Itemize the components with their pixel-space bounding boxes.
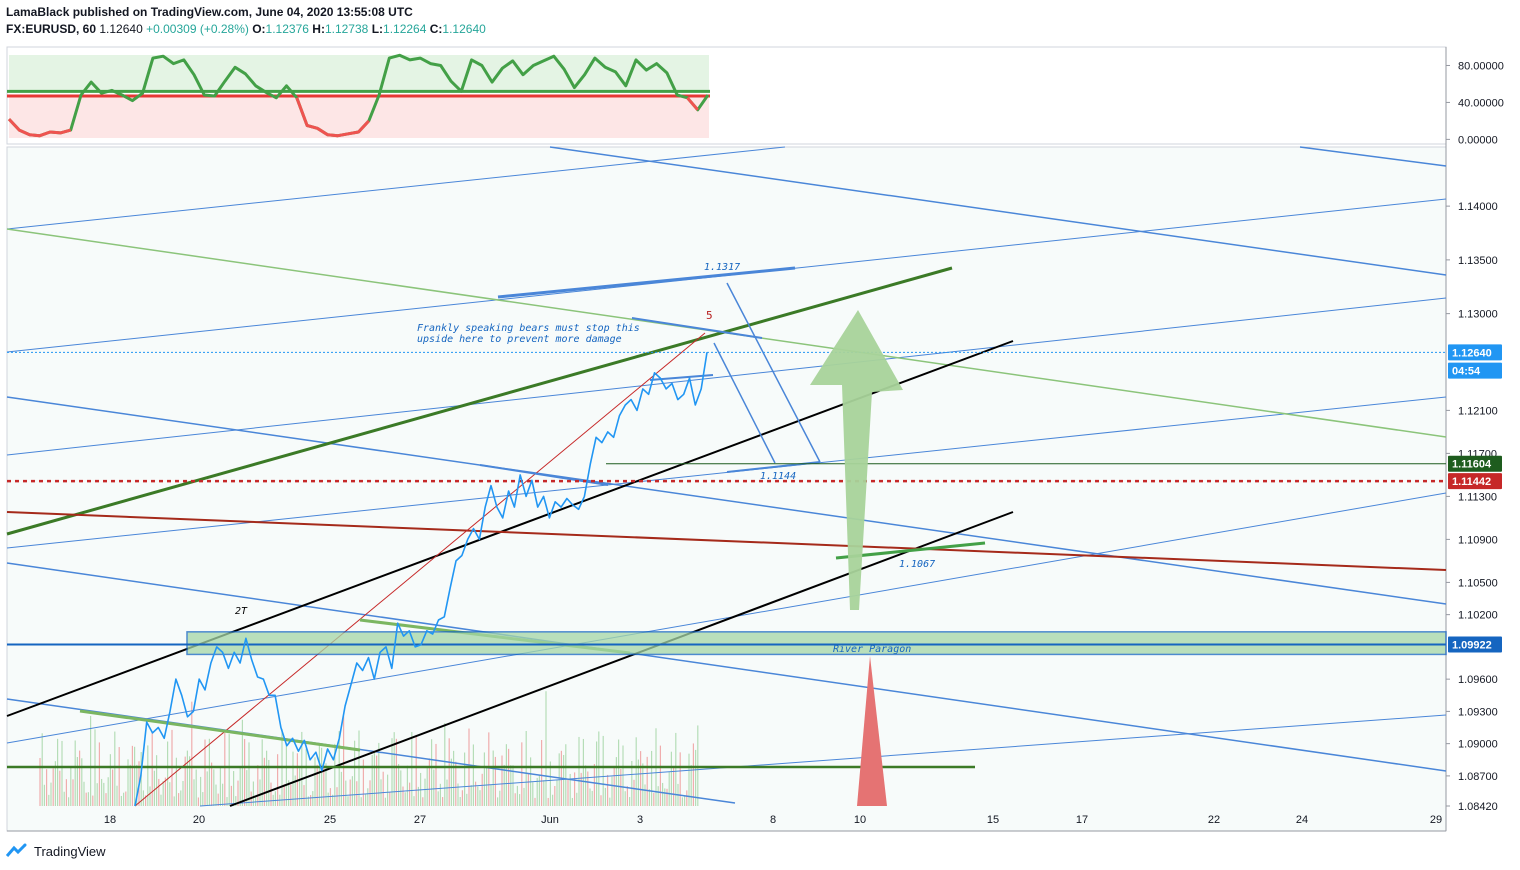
price-tick-label: 1.13000 bbox=[1458, 309, 1498, 321]
trend-line bbox=[6, 266, 953, 536]
high-value: 1.12738 bbox=[324, 22, 369, 36]
annotation-text: Frankly speaking bears must stop this bbox=[417, 323, 640, 334]
price-pane bbox=[6, 146, 1447, 832]
price-line bbox=[134, 352, 708, 807]
low-label: L: bbox=[371, 22, 384, 36]
time-tick-label: 15 bbox=[987, 814, 999, 826]
price-tick-label: 1.09300 bbox=[1458, 706, 1498, 718]
trend-line bbox=[549, 146, 1447, 276]
footer-brand: TradingView bbox=[34, 843, 106, 859]
price-label-text: 1.12640 bbox=[1452, 347, 1492, 359]
trend-line bbox=[6, 511, 1447, 571]
price-label-box bbox=[1448, 455, 1502, 472]
price-tick-label: 1.10500 bbox=[1458, 577, 1498, 589]
price-tick-label: 1.08700 bbox=[1458, 771, 1498, 783]
bullish-arrow bbox=[810, 310, 903, 610]
indicator-tick-label: 80.00000 bbox=[1458, 60, 1504, 72]
time-tick-label: 20 bbox=[193, 814, 205, 826]
price-chart[interactable]: 80.00000 40.00000 0.00000 1.14000 1.13500 1.1… bbox=[0, 0, 1520, 840]
annotation-text: 1.1317 bbox=[704, 262, 740, 273]
open-label: O: bbox=[252, 22, 266, 36]
annotation-text: upside here to prevent more damage bbox=[417, 334, 622, 345]
time-tick-label: 27 bbox=[414, 814, 426, 826]
annotation-text: River Paragon bbox=[833, 644, 911, 655]
trend-line bbox=[6, 562, 1447, 772]
price-tick-label: 1.13500 bbox=[1458, 255, 1498, 267]
indicator-tick-label: 0.00000 bbox=[1458, 134, 1498, 146]
time-tick-label: 17 bbox=[1076, 814, 1088, 826]
support-zone bbox=[186, 631, 1447, 656]
price-label-box bbox=[1448, 344, 1502, 361]
price-label-box bbox=[1448, 636, 1502, 653]
time-tick-label: 8 bbox=[770, 814, 776, 826]
trend-line bbox=[6, 396, 1447, 605]
published-info: LamaBlack published on TradingView.com, … bbox=[6, 5, 413, 19]
price-tick-label: 1.09000 bbox=[1458, 739, 1498, 751]
price-tick-label: 1.14000 bbox=[1458, 201, 1498, 213]
close-label: C: bbox=[429, 22, 443, 36]
trend-line bbox=[631, 317, 763, 339]
symbol-name: FX:EURUSD, 60 bbox=[6, 22, 97, 36]
trend-line bbox=[497, 266, 796, 299]
footer: TradingView bbox=[6, 843, 106, 859]
price-tick-label: 1.11300 bbox=[1458, 491, 1497, 503]
symbol-legend: FX:EURUSD, 60 1.12640 +0.00309 (+0.28%) … bbox=[6, 22, 486, 36]
trend-line bbox=[79, 709, 361, 752]
trend-line bbox=[199, 714, 1447, 807]
trend-line bbox=[713, 342, 776, 464]
price-tick-label: 1.10200 bbox=[1458, 610, 1498, 622]
tradingview-logo-icon bbox=[6, 843, 27, 857]
trend-line bbox=[6, 146, 786, 230]
time-tick-label: 10 bbox=[854, 814, 866, 826]
trend-line bbox=[1299, 146, 1447, 167]
trend-line bbox=[726, 282, 821, 463]
annotation-text: 1.1067 bbox=[899, 559, 935, 570]
last-price: 1.12640 bbox=[99, 22, 143, 36]
trend-line bbox=[6, 396, 1447, 549]
annotation-text: 1.1144 bbox=[760, 471, 796, 482]
time-tick-label: 29 bbox=[1430, 814, 1442, 826]
annotation-text: 5 bbox=[706, 309, 713, 322]
river-paragon-marker bbox=[857, 656, 887, 806]
low-value: 1.12264 bbox=[383, 22, 427, 36]
price-label-box bbox=[1448, 473, 1502, 490]
indicator-upper-band bbox=[9, 55, 709, 92]
published-author: LamaBlack published on TradingView.com, … bbox=[6, 5, 413, 19]
close-value: 1.12640 bbox=[442, 22, 486, 36]
time-tick-label: 24 bbox=[1296, 814, 1308, 826]
trend-line bbox=[6, 297, 1447, 456]
time-tick-label: 25 bbox=[324, 814, 336, 826]
price-tick-label: 1.08420 bbox=[1458, 801, 1498, 813]
trend-line bbox=[6, 492, 1447, 744]
price-label-text: 04:54 bbox=[1452, 366, 1481, 378]
price-change: +0.00309 (+0.28%) bbox=[146, 22, 249, 36]
price-tick-label: 1.12100 bbox=[1458, 405, 1498, 417]
high-label: H: bbox=[312, 22, 325, 36]
time-tick-label: 18 bbox=[104, 814, 116, 826]
open-value: 1.12376 bbox=[265, 22, 309, 36]
price-label-box bbox=[1448, 362, 1502, 379]
price-label-text: 1.11604 bbox=[1452, 459, 1492, 471]
price-label-text: 1.11442 bbox=[1452, 476, 1491, 488]
time-tick-label: Jun bbox=[541, 814, 559, 826]
price-label-text: 1.09922 bbox=[1452, 640, 1492, 652]
annotation-text: 2T bbox=[235, 606, 248, 617]
indicator-tick-label: 40.00000 bbox=[1458, 97, 1504, 109]
price-tick-label: 1.09600 bbox=[1458, 674, 1498, 686]
price-tick-label: 1.10900 bbox=[1458, 534, 1498, 546]
indicator-low-line bbox=[7, 96, 699, 138]
time-tick-label: 3 bbox=[637, 814, 643, 826]
trend-line bbox=[229, 511, 1014, 807]
time-tick-label: 22 bbox=[1208, 814, 1220, 826]
trend-line bbox=[134, 332, 706, 807]
